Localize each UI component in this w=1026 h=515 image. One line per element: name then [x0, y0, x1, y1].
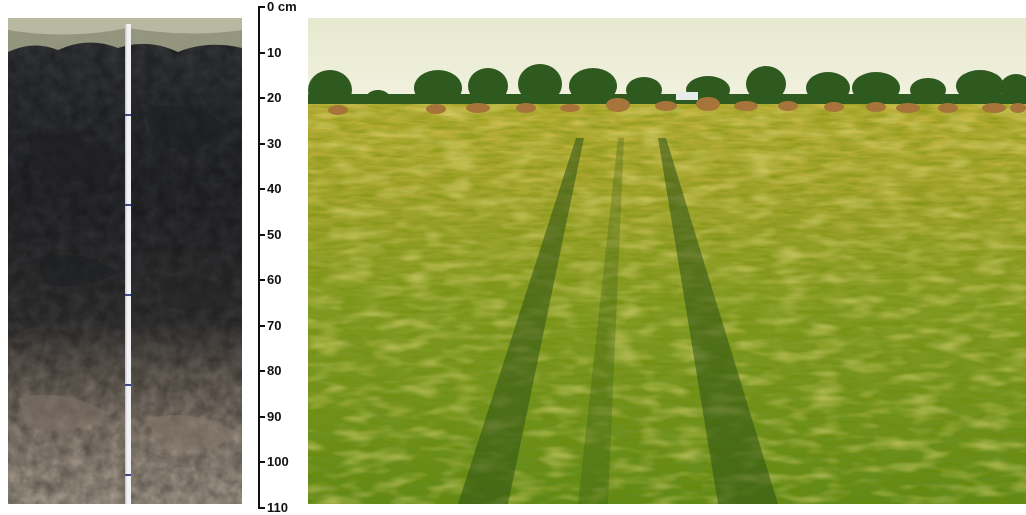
wheat-field-photo	[308, 18, 1026, 504]
depth-tick	[258, 233, 265, 236]
depth-tick	[258, 6, 265, 8]
field-image	[308, 18, 1026, 504]
depth-tick-label: 50	[267, 226, 282, 242]
depth-tick	[258, 97, 265, 99]
depth-scale-axis	[258, 7, 260, 508]
depth-tick-label: 40	[267, 181, 282, 196]
depth-tick	[258, 506, 265, 509]
depth-scale: 0 cm 10 20 30 40 50 60 70 80 90 100 110	[250, 0, 312, 514]
depth-tick	[258, 415, 265, 418]
depth-tick-label: 60	[267, 272, 282, 287]
depth-tick-label: 90	[267, 408, 282, 424]
depth-tick-label: 70	[267, 317, 282, 333]
depth-tick-label: 30	[267, 135, 282, 151]
depth-tick	[258, 51, 265, 54]
depth-tick	[258, 324, 265, 327]
depth-tick-label: 80	[267, 363, 282, 378]
depth-tick-label: 110	[267, 499, 288, 515]
depth-tick-label: 20	[267, 90, 282, 105]
depth-tick	[258, 188, 265, 190]
soil-profile-image	[8, 18, 242, 504]
depth-tick	[258, 461, 265, 463]
soil-profile-photo	[8, 18, 242, 504]
depth-tick	[258, 279, 265, 281]
depth-tick-label: 100	[267, 454, 289, 469]
depth-tick	[258, 142, 265, 145]
depth-tick-label: 10	[267, 44, 282, 60]
depth-tick	[258, 370, 265, 372]
depth-tick-label: 0 cm	[267, 0, 297, 14]
